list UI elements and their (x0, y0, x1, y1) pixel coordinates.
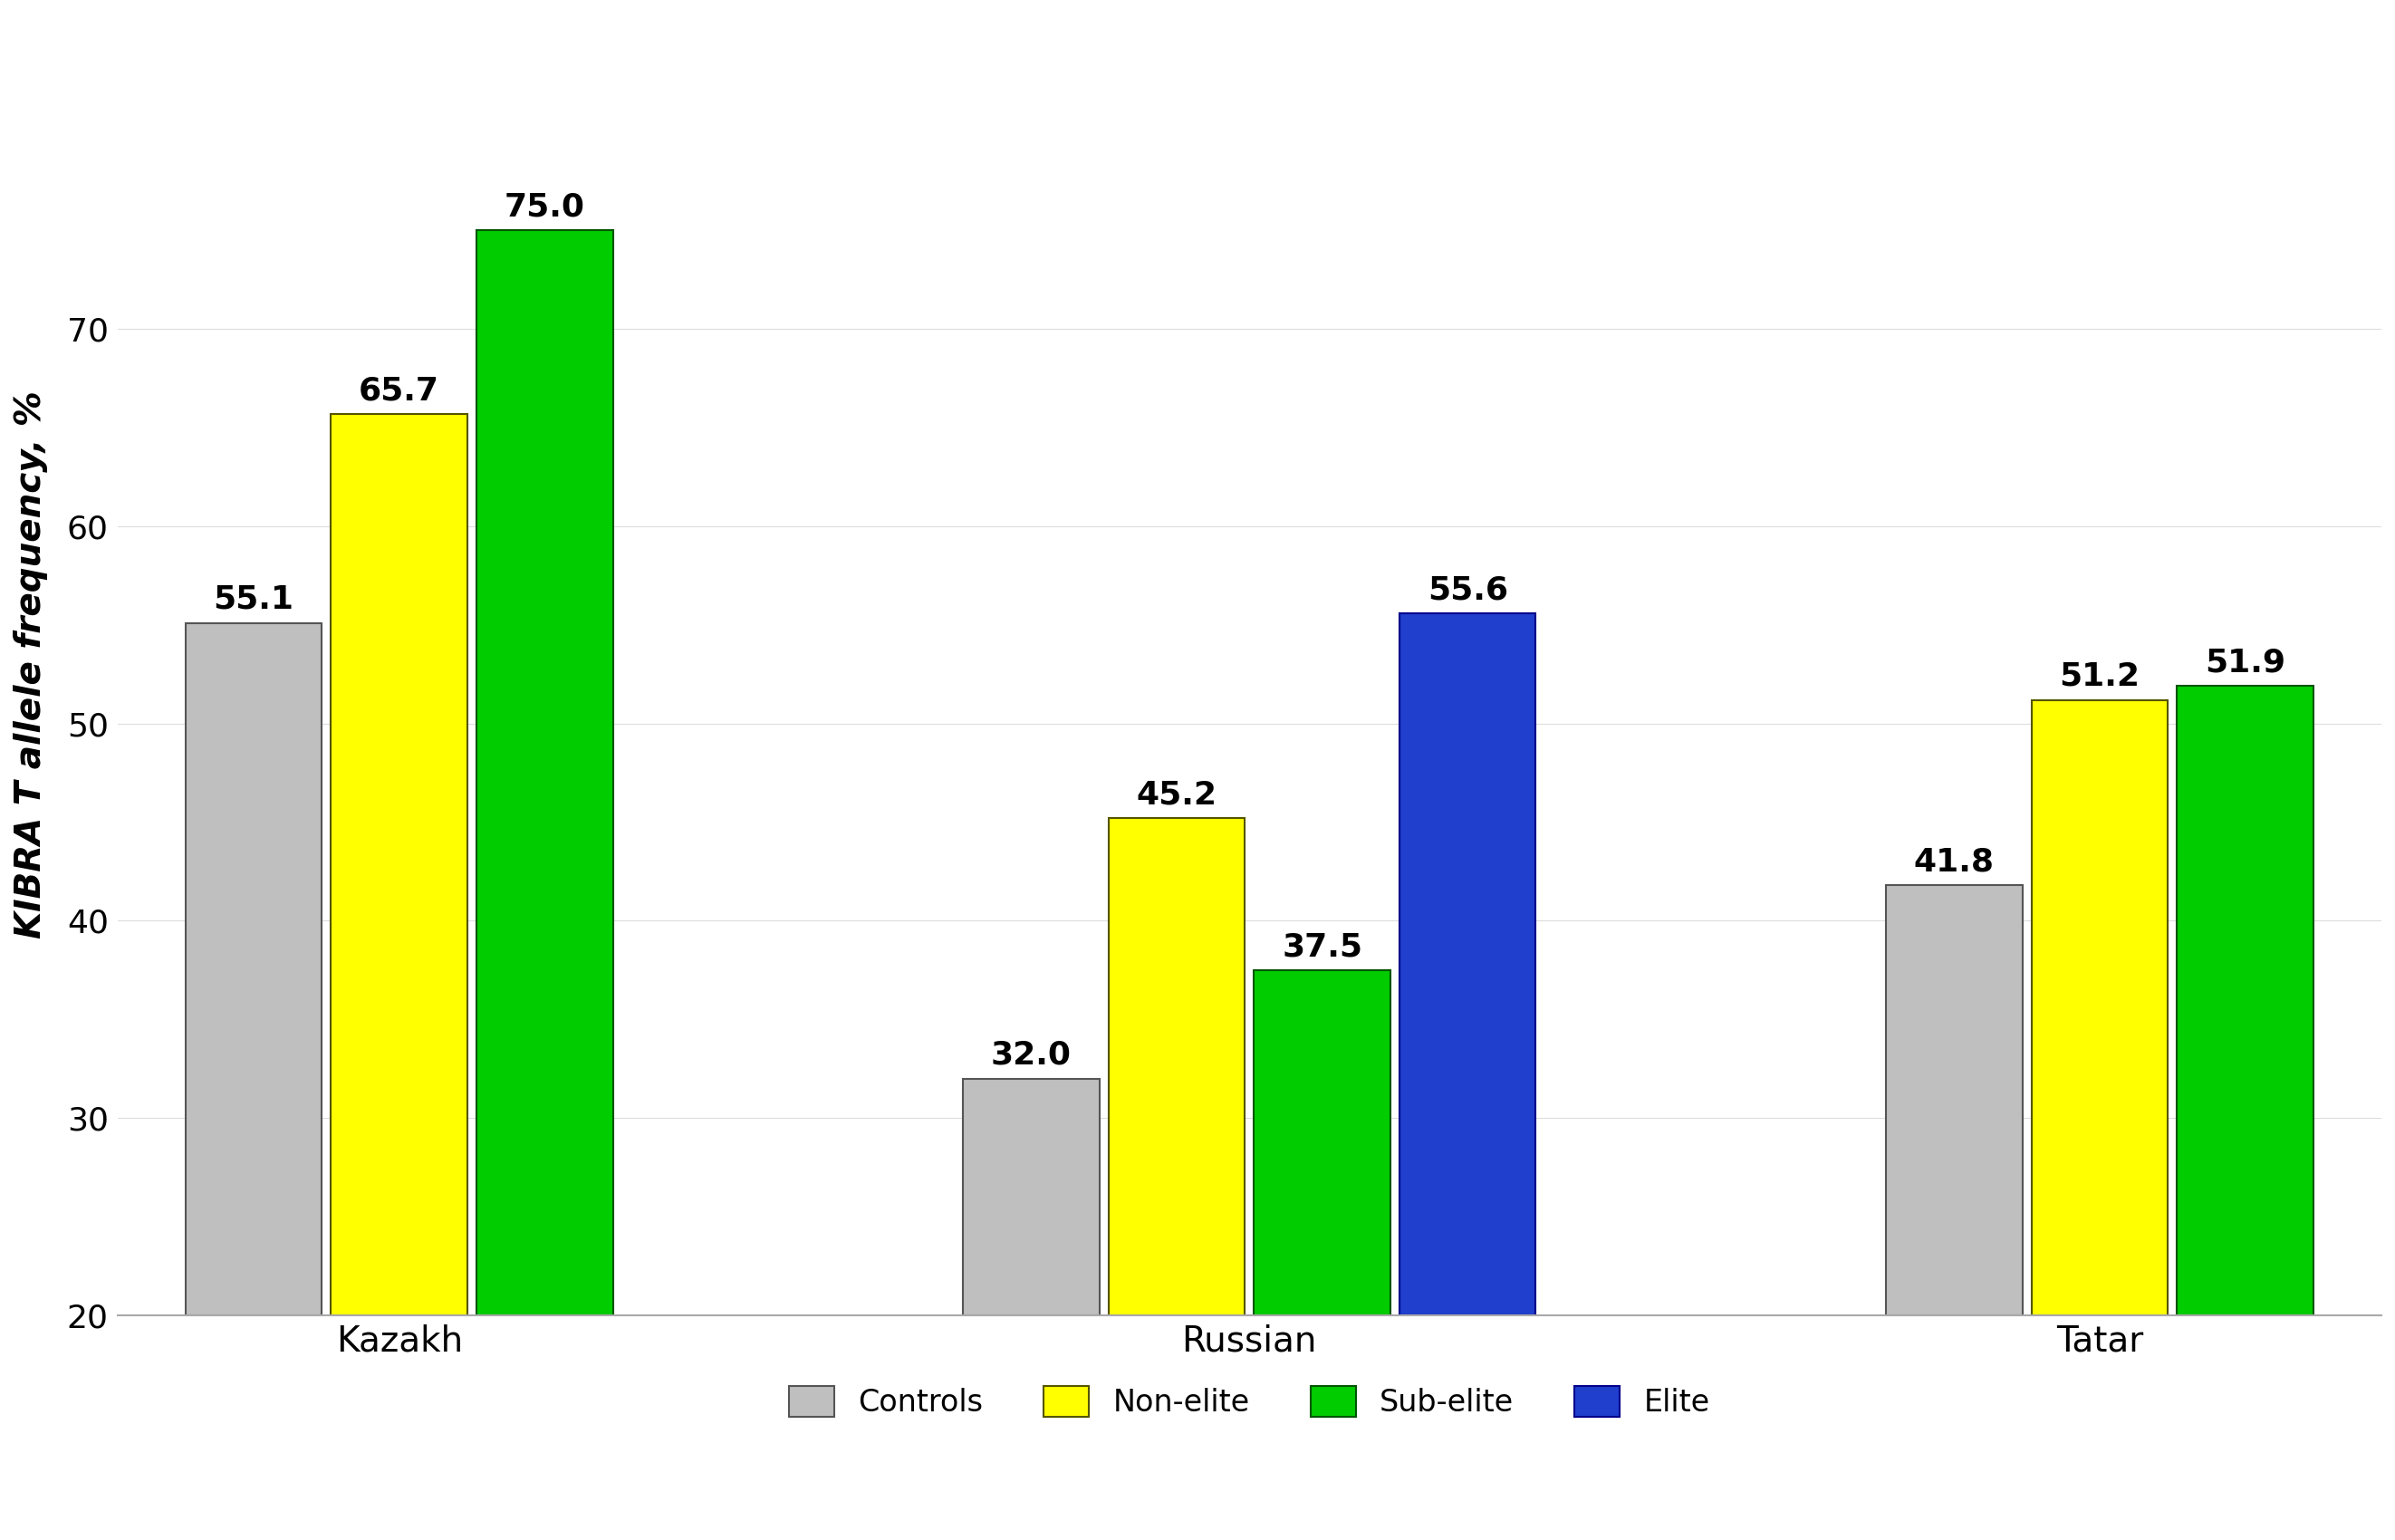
Bar (1255, 970, 1391, 1315)
Bar (477, 231, 613, 1315)
Text: 51.9: 51.9 (2206, 647, 2285, 678)
Text: 51.2: 51.2 (2060, 661, 2139, 691)
Bar (184, 624, 321, 1315)
Bar (1399, 613, 1535, 1315)
Text: 32.0: 32.0 (992, 1040, 1071, 1070)
Bar (1109, 818, 1245, 1315)
Bar (331, 414, 467, 1315)
Text: 45.2: 45.2 (1135, 779, 1217, 810)
Y-axis label: KIBRA T allele frequency, %: KIBRA T allele frequency, % (14, 390, 48, 938)
Text: 55.6: 55.6 (1427, 574, 1509, 605)
Text: 55.1: 55.1 (213, 584, 295, 614)
Bar (2031, 699, 2167, 1315)
Bar (1885, 885, 2021, 1315)
Bar (2177, 685, 2314, 1315)
Text: 65.7: 65.7 (359, 376, 441, 407)
Text: 37.5: 37.5 (1281, 932, 1363, 962)
Legend: Controls, Non-elite, Sub-elite, Elite: Controls, Non-elite, Sub-elite, Elite (776, 1374, 1722, 1431)
Text: 75.0: 75.0 (505, 192, 584, 223)
Bar (963, 1078, 1099, 1315)
Text: 41.8: 41.8 (1914, 847, 1995, 878)
